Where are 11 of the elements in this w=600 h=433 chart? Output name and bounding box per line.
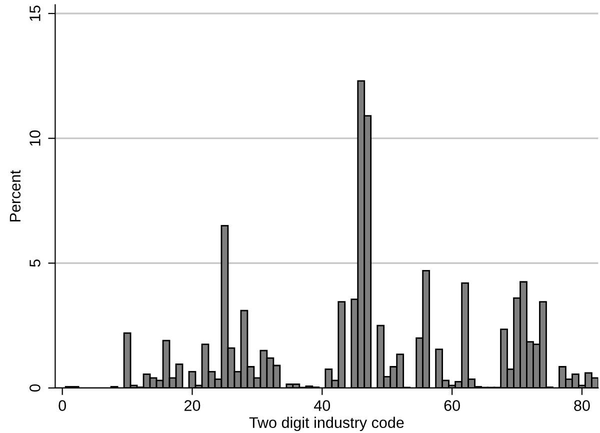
y-tick-label: 0 <box>30 384 40 392</box>
y-tick-label: 10 <box>30 130 40 146</box>
x-tick-label: 20 <box>184 400 200 411</box>
y-tick-label: 15 <box>30 6 40 21</box>
y-tick-label: 5 <box>30 260 40 267</box>
x-tick-label: 0 <box>58 400 66 411</box>
x-tick-label: 80 <box>574 400 590 411</box>
x-tick-label: 40 <box>314 400 330 411</box>
x-tick-label: 60 <box>444 400 460 411</box>
y-axis-title: Percent <box>10 170 21 222</box>
x-axis-title: Two digit industry code <box>249 416 404 432</box>
